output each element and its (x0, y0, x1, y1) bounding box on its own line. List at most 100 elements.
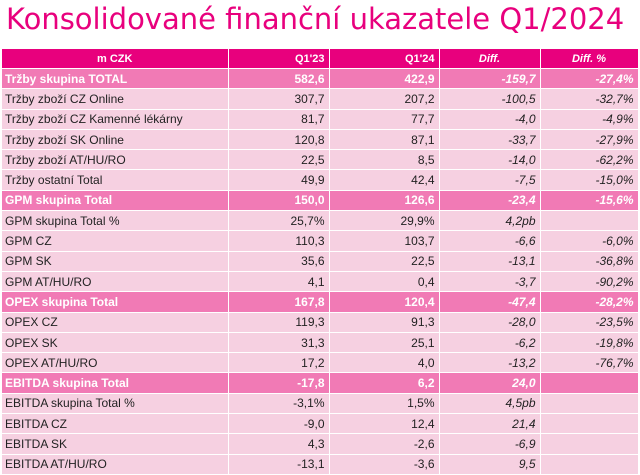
cell-diff-percent (540, 433, 639, 455)
cell-q124: 91,3 (329, 312, 440, 333)
cell-diff-percent: -4,9% (540, 109, 639, 130)
cell-diff-percent: -62,2% (540, 149, 639, 171)
table-row: OPEX AT/HU/RO 17,2 4,0 -13,2 -76,7% (2, 352, 639, 374)
table-body: Tržby skupina TOTAL 582,6 422,9 -159,7 -27,4… (2, 68, 639, 475)
cell-q123: 4,3 (228, 433, 330, 455)
cell-q124: 1,5% (329, 393, 440, 415)
cell-diff-percent: -36,8% (540, 251, 639, 272)
cell-diff-percent (540, 372, 639, 394)
cell-diff: -28,0 (439, 312, 541, 333)
header-q124: Q1'24 (329, 49, 440, 69)
cell-q124: 8,5 (329, 149, 440, 171)
cell-diff: -6,9 (439, 433, 541, 455)
cell-diff-percent (540, 393, 639, 415)
table-row: EBITDA skupina Total % -3,1% 1,5% 4,5pb (2, 393, 639, 415)
row-label: Tržby zboží SK Online (2, 129, 229, 151)
cell-diff: -23,4 (439, 190, 541, 212)
table-row: Tržby zboží CZ Online 307,7 207,2 -100,5 -32… (2, 88, 639, 110)
cell-q124: 120,4 (329, 291, 440, 313)
cell-q123: 110,3 (228, 230, 330, 252)
table-row: EBITDA CZ -9,0 12,4 21,4 (2, 413, 639, 435)
table-row: GPM CZ 110,3 103,7 -6,6 -6,0% (2, 230, 639, 252)
row-label: Tržby zboží CZ Online (2, 88, 229, 110)
cell-q124: 422,9 (329, 68, 440, 90)
table-row: Tržby zboží AT/HU/RO 22,5 8,5 -14,0 -62,2% (2, 149, 639, 171)
cell-diff-percent (540, 413, 639, 435)
cell-q123: 167,8 (228, 291, 330, 313)
cell-q123: 4,1 (228, 271, 330, 293)
cell-q124: 103,7 (329, 230, 440, 252)
cell-diff: 9,5 (439, 454, 541, 475)
row-label: GPM SK (2, 251, 229, 272)
cell-diff: 21,4 (439, 413, 541, 435)
table-row: OPEX CZ 119,3 91,3 -28,0 -23,5% (2, 312, 639, 333)
cell-q124: 207,2 (329, 88, 440, 110)
cell-q123: 17,2 (228, 352, 330, 374)
cell-diff: -33,7 (439, 129, 541, 151)
row-label: EBITDA CZ (2, 413, 229, 435)
cell-q123: 49,9 (228, 169, 330, 191)
financial-table: m CZK Q1'23 Q1'24 Diff. Diff. % Tržby sk… (2, 49, 639, 475)
cell-q124: 22,5 (329, 251, 440, 272)
table-row: Tržby zboží SK Online 120,8 87,1 -33,7 -27,9… (2, 129, 639, 151)
table-row: OPEX skupina Total 167,8 120,4 -47,4 -28,2% (2, 291, 639, 313)
table-header-row: m CZK Q1'23 Q1'24 Diff. Diff. % (2, 49, 639, 69)
cell-diff: -3,7 (439, 271, 541, 293)
header-diff-percent: Diff. % (540, 49, 639, 69)
table-row: GPM skupina Total % 25,7% 29,9% 4,2pb (2, 210, 639, 232)
row-label: GPM CZ (2, 230, 229, 252)
table-row: GPM AT/HU/RO 4,1 0,4 -3,7 -90,2% (2, 271, 639, 293)
cell-diff-percent: -15,6% (540, 190, 639, 212)
cell-q123: 307,7 (228, 88, 330, 110)
table-row: Tržby ostatní Total 49,9 42,4 -7,5 -15,0% (2, 169, 639, 191)
table-row: GPM skupina Total 150,0 126,6 -23,4 -15,6% (2, 190, 639, 212)
cell-q124: 87,1 (329, 129, 440, 151)
row-label: OPEX CZ (2, 312, 229, 333)
row-label: Tržby zboží CZ Kamenné lékárny (2, 109, 229, 130)
row-label: EBITDA SK (2, 433, 229, 455)
cell-q123: -3,1% (228, 393, 330, 415)
row-label: EBITDA skupina Total (2, 372, 229, 394)
cell-diff-percent (540, 454, 639, 475)
cell-diff: -47,4 (439, 291, 541, 313)
cell-q123: -17,8 (228, 372, 330, 394)
row-label: Tržby zboží AT/HU/RO (2, 149, 229, 171)
cell-q123: -13,1 (228, 454, 330, 475)
row-label: OPEX SK (2, 332, 229, 354)
cell-diff-percent (540, 210, 639, 232)
cell-q124: 25,1 (329, 332, 440, 354)
table-row: OPEX SK 31,3 25,1 -6,2 -19,8% (2, 332, 639, 354)
cell-diff: -13,2 (439, 352, 541, 374)
cell-diff-percent: -28,2% (540, 291, 639, 313)
table-row: EBITDA skupina Total -17,8 6,2 24,0 (2, 372, 639, 394)
cell-q123: 81,7 (228, 109, 330, 130)
header-diff: Diff. (439, 49, 541, 69)
row-label: GPM skupina Total (2, 190, 229, 212)
cell-q123: 150,0 (228, 190, 330, 212)
cell-q124: 77,7 (329, 109, 440, 130)
row-label: EBITDA skupina Total % (2, 393, 229, 415)
cell-diff-percent: -6,0% (540, 230, 639, 252)
cell-q124: 42,4 (329, 169, 440, 191)
cell-diff-percent: -32,7% (540, 88, 639, 110)
cell-q124: 6,2 (329, 372, 440, 394)
cell-diff: 24,0 (439, 372, 541, 394)
row-label: GPM AT/HU/RO (2, 271, 229, 293)
cell-diff-percent: -15,0% (540, 169, 639, 191)
page-title: Konsolidované finanční ukazatele Q1/2024 (6, 2, 625, 36)
cell-diff: -4,0 (439, 109, 541, 130)
cell-diff: -100,5 (439, 88, 541, 110)
cell-diff: -13,1 (439, 251, 541, 272)
table-row: EBITDA AT/HU/RO -13,1 -3,6 9,5 (2, 454, 639, 475)
row-label: Tržby ostatní Total (2, 169, 229, 191)
cell-diff-percent: -76,7% (540, 352, 639, 374)
table-row: Tržby zboží CZ Kamenné lékárny 81,7 77,7 -4… (2, 109, 639, 130)
row-label: Tržby skupina TOTAL (2, 68, 229, 90)
cell-diff-percent: -19,8% (540, 332, 639, 354)
table-row: EBITDA SK 4,3 -2,6 -6,9 (2, 433, 639, 455)
cell-q124: -3,6 (329, 454, 440, 475)
cell-q124: 0,4 (329, 271, 440, 293)
row-label: EBITDA AT/HU/RO (2, 454, 229, 475)
cell-q124: -2,6 (329, 433, 440, 455)
table-row: GPM SK 35,6 22,5 -13,1 -36,8% (2, 251, 639, 272)
